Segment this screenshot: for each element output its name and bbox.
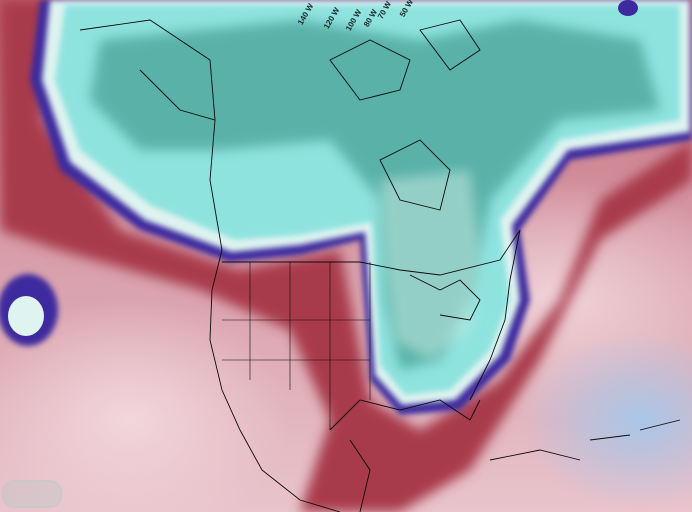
- gulf-coast: [329, 399, 481, 431]
- cold-core: [90, 20, 660, 370]
- west-coast: [209, 119, 263, 471]
- mexico: [261, 439, 371, 512]
- caribbean: [589, 419, 681, 441]
- coastlines: [79, 19, 681, 512]
- pacific-low-core: [8, 296, 44, 336]
- state-lines: [222, 262, 371, 430]
- watermark-logo: [2, 480, 62, 508]
- east-coast: [469, 229, 521, 401]
- great-lakes: [409, 274, 481, 321]
- cuba: [489, 449, 581, 461]
- us-canada-border: [222, 229, 521, 276]
- hudson-bay: [379, 139, 451, 211]
- arctic-spot: [618, 0, 638, 16]
- cold-core-inner: [380, 170, 480, 360]
- alaska: [79, 19, 216, 121]
- arctic-islands: [329, 19, 481, 101]
